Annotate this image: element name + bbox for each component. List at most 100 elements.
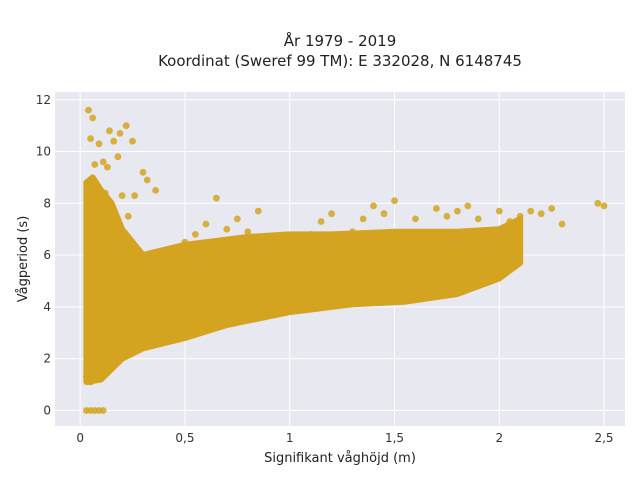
data-point bbox=[495, 207, 503, 215]
data-point bbox=[139, 316, 147, 324]
data-point bbox=[328, 210, 335, 218]
chart-title-line-2: Koordinat (Sweref 99 TM): E 332028, N 61… bbox=[158, 52, 522, 70]
data-point bbox=[443, 280, 451, 287]
y-tick-label: 8 bbox=[43, 196, 51, 210]
data-point bbox=[129, 326, 136, 334]
data-point bbox=[516, 212, 524, 220]
data-point bbox=[110, 137, 118, 145]
data-point bbox=[233, 215, 241, 223]
data-point bbox=[464, 202, 472, 210]
x-tick-label: 0,5 bbox=[175, 431, 194, 445]
y-tick-label: 6 bbox=[43, 248, 51, 262]
data-point bbox=[89, 316, 97, 324]
data-point bbox=[118, 342, 126, 350]
data-point bbox=[286, 243, 294, 251]
data-points bbox=[83, 106, 608, 414]
y-tick-label: 12 bbox=[36, 93, 51, 107]
data-point bbox=[192, 324, 199, 331]
data-point bbox=[474, 215, 482, 223]
data-point bbox=[454, 269, 461, 277]
data-point bbox=[244, 311, 252, 319]
x-tick-label: 1,5 bbox=[385, 431, 404, 445]
data-point bbox=[506, 218, 514, 225]
data-point bbox=[89, 114, 97, 122]
data-point bbox=[391, 295, 398, 303]
y-axis-title: Vågperiod (s) bbox=[16, 216, 31, 303]
data-point bbox=[114, 220, 122, 228]
data-point bbox=[87, 251, 94, 259]
data-point bbox=[97, 264, 105, 272]
data-point bbox=[401, 285, 409, 293]
data-point bbox=[370, 288, 377, 295]
data-point bbox=[181, 238, 189, 246]
data-point bbox=[307, 231, 315, 238]
data-point bbox=[412, 215, 419, 223]
data-point bbox=[99, 407, 107, 414]
data-point bbox=[495, 254, 503, 262]
data-point bbox=[160, 256, 168, 264]
data-point bbox=[433, 272, 440, 280]
data-point bbox=[108, 205, 115, 212]
y-tick-label: 0 bbox=[43, 403, 51, 417]
data-point bbox=[600, 202, 608, 210]
data-point bbox=[181, 329, 189, 337]
data-point bbox=[328, 295, 335, 303]
data-point bbox=[104, 163, 111, 171]
data-point bbox=[213, 194, 220, 202]
data-point bbox=[349, 293, 356, 300]
data-point bbox=[254, 207, 262, 215]
data-point bbox=[349, 228, 356, 236]
data-point bbox=[474, 267, 482, 275]
data-point bbox=[87, 176, 94, 184]
data-point bbox=[223, 225, 231, 233]
data-point bbox=[527, 207, 535, 215]
data-point bbox=[286, 303, 294, 311]
data-point bbox=[152, 187, 160, 194]
data-point bbox=[129, 137, 136, 145]
data-point bbox=[114, 153, 122, 161]
data-point bbox=[422, 282, 430, 290]
data-point bbox=[307, 298, 315, 306]
data-point bbox=[97, 373, 105, 381]
data-point bbox=[106, 127, 113, 135]
y-tick-label: 4 bbox=[43, 300, 51, 314]
data-point bbox=[380, 210, 388, 218]
data-point bbox=[143, 176, 151, 184]
y-tick-label: 2 bbox=[43, 352, 51, 366]
y-axis-ticks: 0 2 4 6 8 10 12 bbox=[36, 93, 51, 418]
data-point bbox=[95, 140, 103, 148]
data-point bbox=[537, 210, 545, 218]
data-point bbox=[433, 205, 440, 212]
data-point bbox=[506, 249, 514, 256]
data-point bbox=[108, 350, 115, 357]
x-tick-label: 2,5 bbox=[594, 431, 613, 445]
x-axis-title: Signifikant våghöjd (m) bbox=[264, 451, 416, 466]
data-point bbox=[171, 246, 178, 254]
y-tick-label: 10 bbox=[36, 145, 51, 159]
x-tick-label: 1 bbox=[286, 431, 294, 445]
data-point bbox=[85, 106, 92, 114]
data-point bbox=[89, 199, 97, 207]
data-point bbox=[122, 122, 130, 130]
data-point bbox=[118, 272, 126, 280]
data-point bbox=[391, 197, 398, 205]
data-point bbox=[129, 290, 136, 298]
data-point bbox=[101, 189, 109, 197]
data-point bbox=[370, 202, 377, 210]
data-point bbox=[87, 135, 94, 143]
data-point bbox=[412, 293, 419, 300]
data-point bbox=[171, 332, 178, 339]
data-point bbox=[485, 259, 493, 267]
data-point bbox=[91, 161, 99, 168]
data-point bbox=[139, 168, 147, 176]
data-point bbox=[118, 192, 126, 200]
data-point bbox=[443, 212, 451, 220]
chart-title: År 1979 - 2019 Koordinat (Sweref 99 TM):… bbox=[158, 31, 522, 70]
data-point bbox=[192, 231, 199, 238]
data-point bbox=[83, 373, 90, 381]
data-point bbox=[124, 212, 132, 220]
data-point bbox=[87, 378, 94, 386]
x-tick-label: 0 bbox=[76, 431, 84, 445]
